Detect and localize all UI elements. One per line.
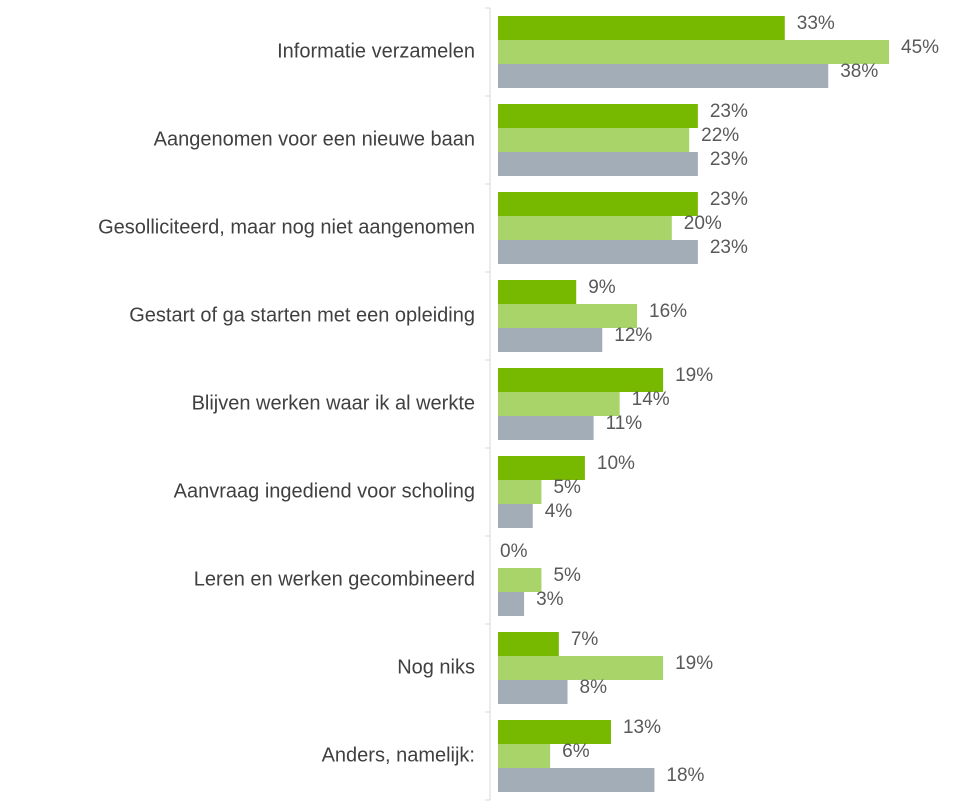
data-label: 38% xyxy=(840,61,878,82)
data-label: 3% xyxy=(536,589,564,610)
bar xyxy=(498,744,551,768)
bar xyxy=(498,304,638,328)
data-label: 13% xyxy=(623,717,661,738)
bar xyxy=(498,240,698,264)
data-label: 33% xyxy=(797,13,835,34)
data-label: 19% xyxy=(675,365,713,386)
bar xyxy=(498,632,559,656)
category-label: Leren en werken gecombineerd xyxy=(194,568,475,590)
category-label: Anders, namelijk: xyxy=(322,744,475,766)
bar xyxy=(498,216,672,240)
bar xyxy=(498,104,698,128)
data-label: 6% xyxy=(562,741,590,762)
category-label: Aanvraag ingediend voor scholing xyxy=(174,480,475,502)
bar xyxy=(498,480,542,504)
data-label: 12% xyxy=(614,325,652,346)
data-label: 8% xyxy=(580,677,608,698)
data-label: 10% xyxy=(597,453,635,474)
category-label: Gestart of ga starten met een opleiding xyxy=(129,304,475,326)
bar xyxy=(498,152,698,176)
bar xyxy=(498,504,533,528)
bar xyxy=(498,192,698,216)
bar xyxy=(498,392,620,416)
data-label: 19% xyxy=(675,653,713,674)
data-label: 23% xyxy=(710,189,748,210)
data-label: 22% xyxy=(701,125,739,146)
data-label: 23% xyxy=(710,101,748,122)
bar xyxy=(498,328,603,352)
data-label: 16% xyxy=(649,301,687,322)
bar xyxy=(498,680,568,704)
category-label: Nog niks xyxy=(397,656,475,678)
data-label: 4% xyxy=(545,501,573,522)
bar xyxy=(498,40,890,64)
data-label: 7% xyxy=(571,629,599,650)
bar xyxy=(498,568,542,592)
data-label: 0% xyxy=(500,541,528,562)
bar xyxy=(498,128,690,152)
category-label: Blijven werken waar ik al werkte xyxy=(192,392,475,414)
data-label: 23% xyxy=(710,149,748,170)
category-label: Aangenomen voor een nieuwe baan xyxy=(154,128,475,150)
bar xyxy=(498,64,829,88)
bar xyxy=(498,656,664,680)
bar xyxy=(498,456,585,480)
data-label: 5% xyxy=(553,477,581,498)
bar xyxy=(498,368,664,392)
data-label: 23% xyxy=(710,237,748,258)
data-label: 18% xyxy=(666,765,704,786)
category-label: Informatie verzamelen xyxy=(277,40,475,62)
bar xyxy=(498,592,525,616)
category-label: Gesolliciteerd, maar nog niet aangenomen xyxy=(98,216,475,238)
bar xyxy=(498,280,577,304)
data-label: 11% xyxy=(606,413,643,434)
data-label: 20% xyxy=(684,213,722,234)
bar xyxy=(498,416,594,440)
data-label: 14% xyxy=(632,389,670,410)
bar xyxy=(498,720,611,744)
data-label: 5% xyxy=(553,565,581,586)
bar xyxy=(498,768,655,792)
data-label: 9% xyxy=(588,277,616,298)
bar xyxy=(498,16,785,40)
data-label: 45% xyxy=(901,37,939,58)
